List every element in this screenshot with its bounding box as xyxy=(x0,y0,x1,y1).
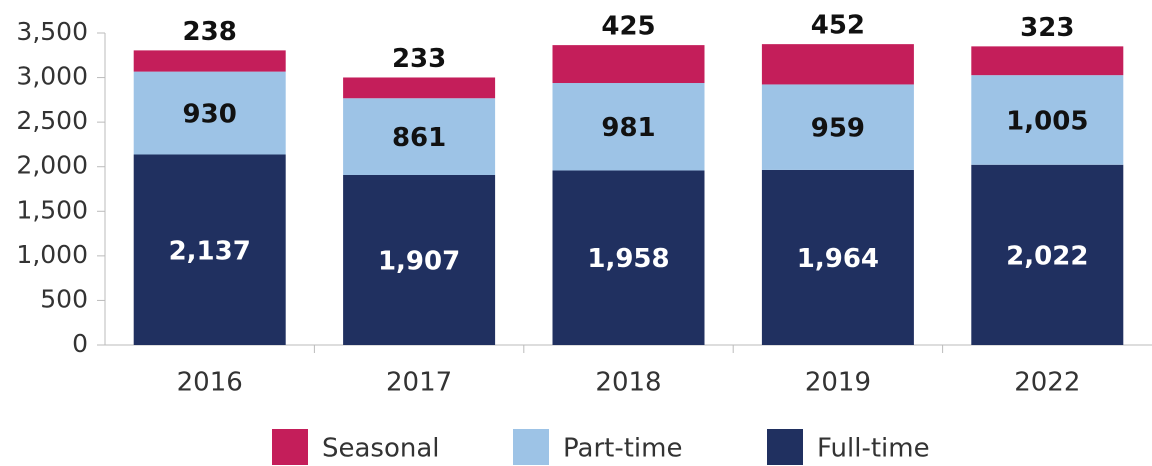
legend-swatch xyxy=(767,429,803,465)
value-label: 233 xyxy=(392,44,446,74)
legend-swatch xyxy=(272,429,308,465)
value-label: 1,958 xyxy=(587,244,669,274)
y-tick-label: 0 xyxy=(72,329,88,358)
value-label: 425 xyxy=(601,12,655,42)
bar-segment xyxy=(971,75,1124,165)
value-label: 323 xyxy=(1020,13,1074,43)
y-tick-label: 1,500 xyxy=(16,195,88,224)
value-label: 2,137 xyxy=(169,236,251,266)
x-tick-label: 2016 xyxy=(177,368,243,398)
value-label: 2,022 xyxy=(1006,241,1088,271)
y-tick-label: 2,000 xyxy=(16,151,88,180)
bar-segment xyxy=(552,170,705,345)
legend-label: Full-time xyxy=(817,434,930,464)
y-tick-label: 3,000 xyxy=(16,62,88,91)
bar-segment xyxy=(761,84,914,170)
bar-segment xyxy=(133,154,286,345)
bar-segment xyxy=(343,98,496,176)
value-label: 981 xyxy=(601,113,655,143)
value-label: 238 xyxy=(183,17,237,47)
bar-segment xyxy=(343,77,496,99)
bar-segment xyxy=(133,71,286,155)
bar-segment xyxy=(971,46,1124,76)
x-tick-label: 2018 xyxy=(595,368,661,398)
bar-segment xyxy=(971,164,1124,345)
bar-segment xyxy=(552,45,705,84)
value-label: 930 xyxy=(183,100,237,130)
legend-swatch xyxy=(513,429,549,465)
y-tick-label: 1,000 xyxy=(16,240,88,269)
y-tick-label: 2,500 xyxy=(16,106,88,135)
bar-segment xyxy=(761,44,914,85)
value-label: 1,005 xyxy=(1006,106,1088,136)
legend-label: Seasonal xyxy=(322,434,440,464)
value-label: 1,964 xyxy=(797,244,879,274)
y-tick-label: 3,500 xyxy=(16,17,88,46)
x-tick-label: 2022 xyxy=(1014,368,1080,398)
bar-segment xyxy=(343,175,496,345)
value-label: 861 xyxy=(392,123,446,153)
bar-segment xyxy=(552,83,705,171)
legend-label: Part-time xyxy=(563,434,682,464)
y-tick-label: 500 xyxy=(40,284,88,313)
x-tick-label: 2017 xyxy=(386,368,452,398)
bar-segment xyxy=(761,169,914,345)
x-tick-label: 2019 xyxy=(805,368,871,398)
value-label: 959 xyxy=(811,114,865,144)
bar-segment xyxy=(133,50,286,72)
value-label: 452 xyxy=(811,11,865,41)
value-label: 1,907 xyxy=(378,247,460,277)
